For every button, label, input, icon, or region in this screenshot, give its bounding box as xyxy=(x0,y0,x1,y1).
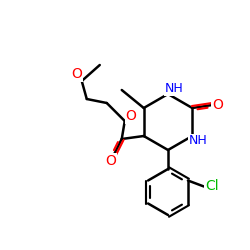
Text: O: O xyxy=(71,67,82,81)
Text: O: O xyxy=(125,109,136,123)
Text: Cl: Cl xyxy=(205,180,219,194)
Text: O: O xyxy=(212,98,223,112)
Text: O: O xyxy=(105,154,116,168)
Text: NH: NH xyxy=(164,82,184,96)
Text: NH: NH xyxy=(189,134,208,147)
